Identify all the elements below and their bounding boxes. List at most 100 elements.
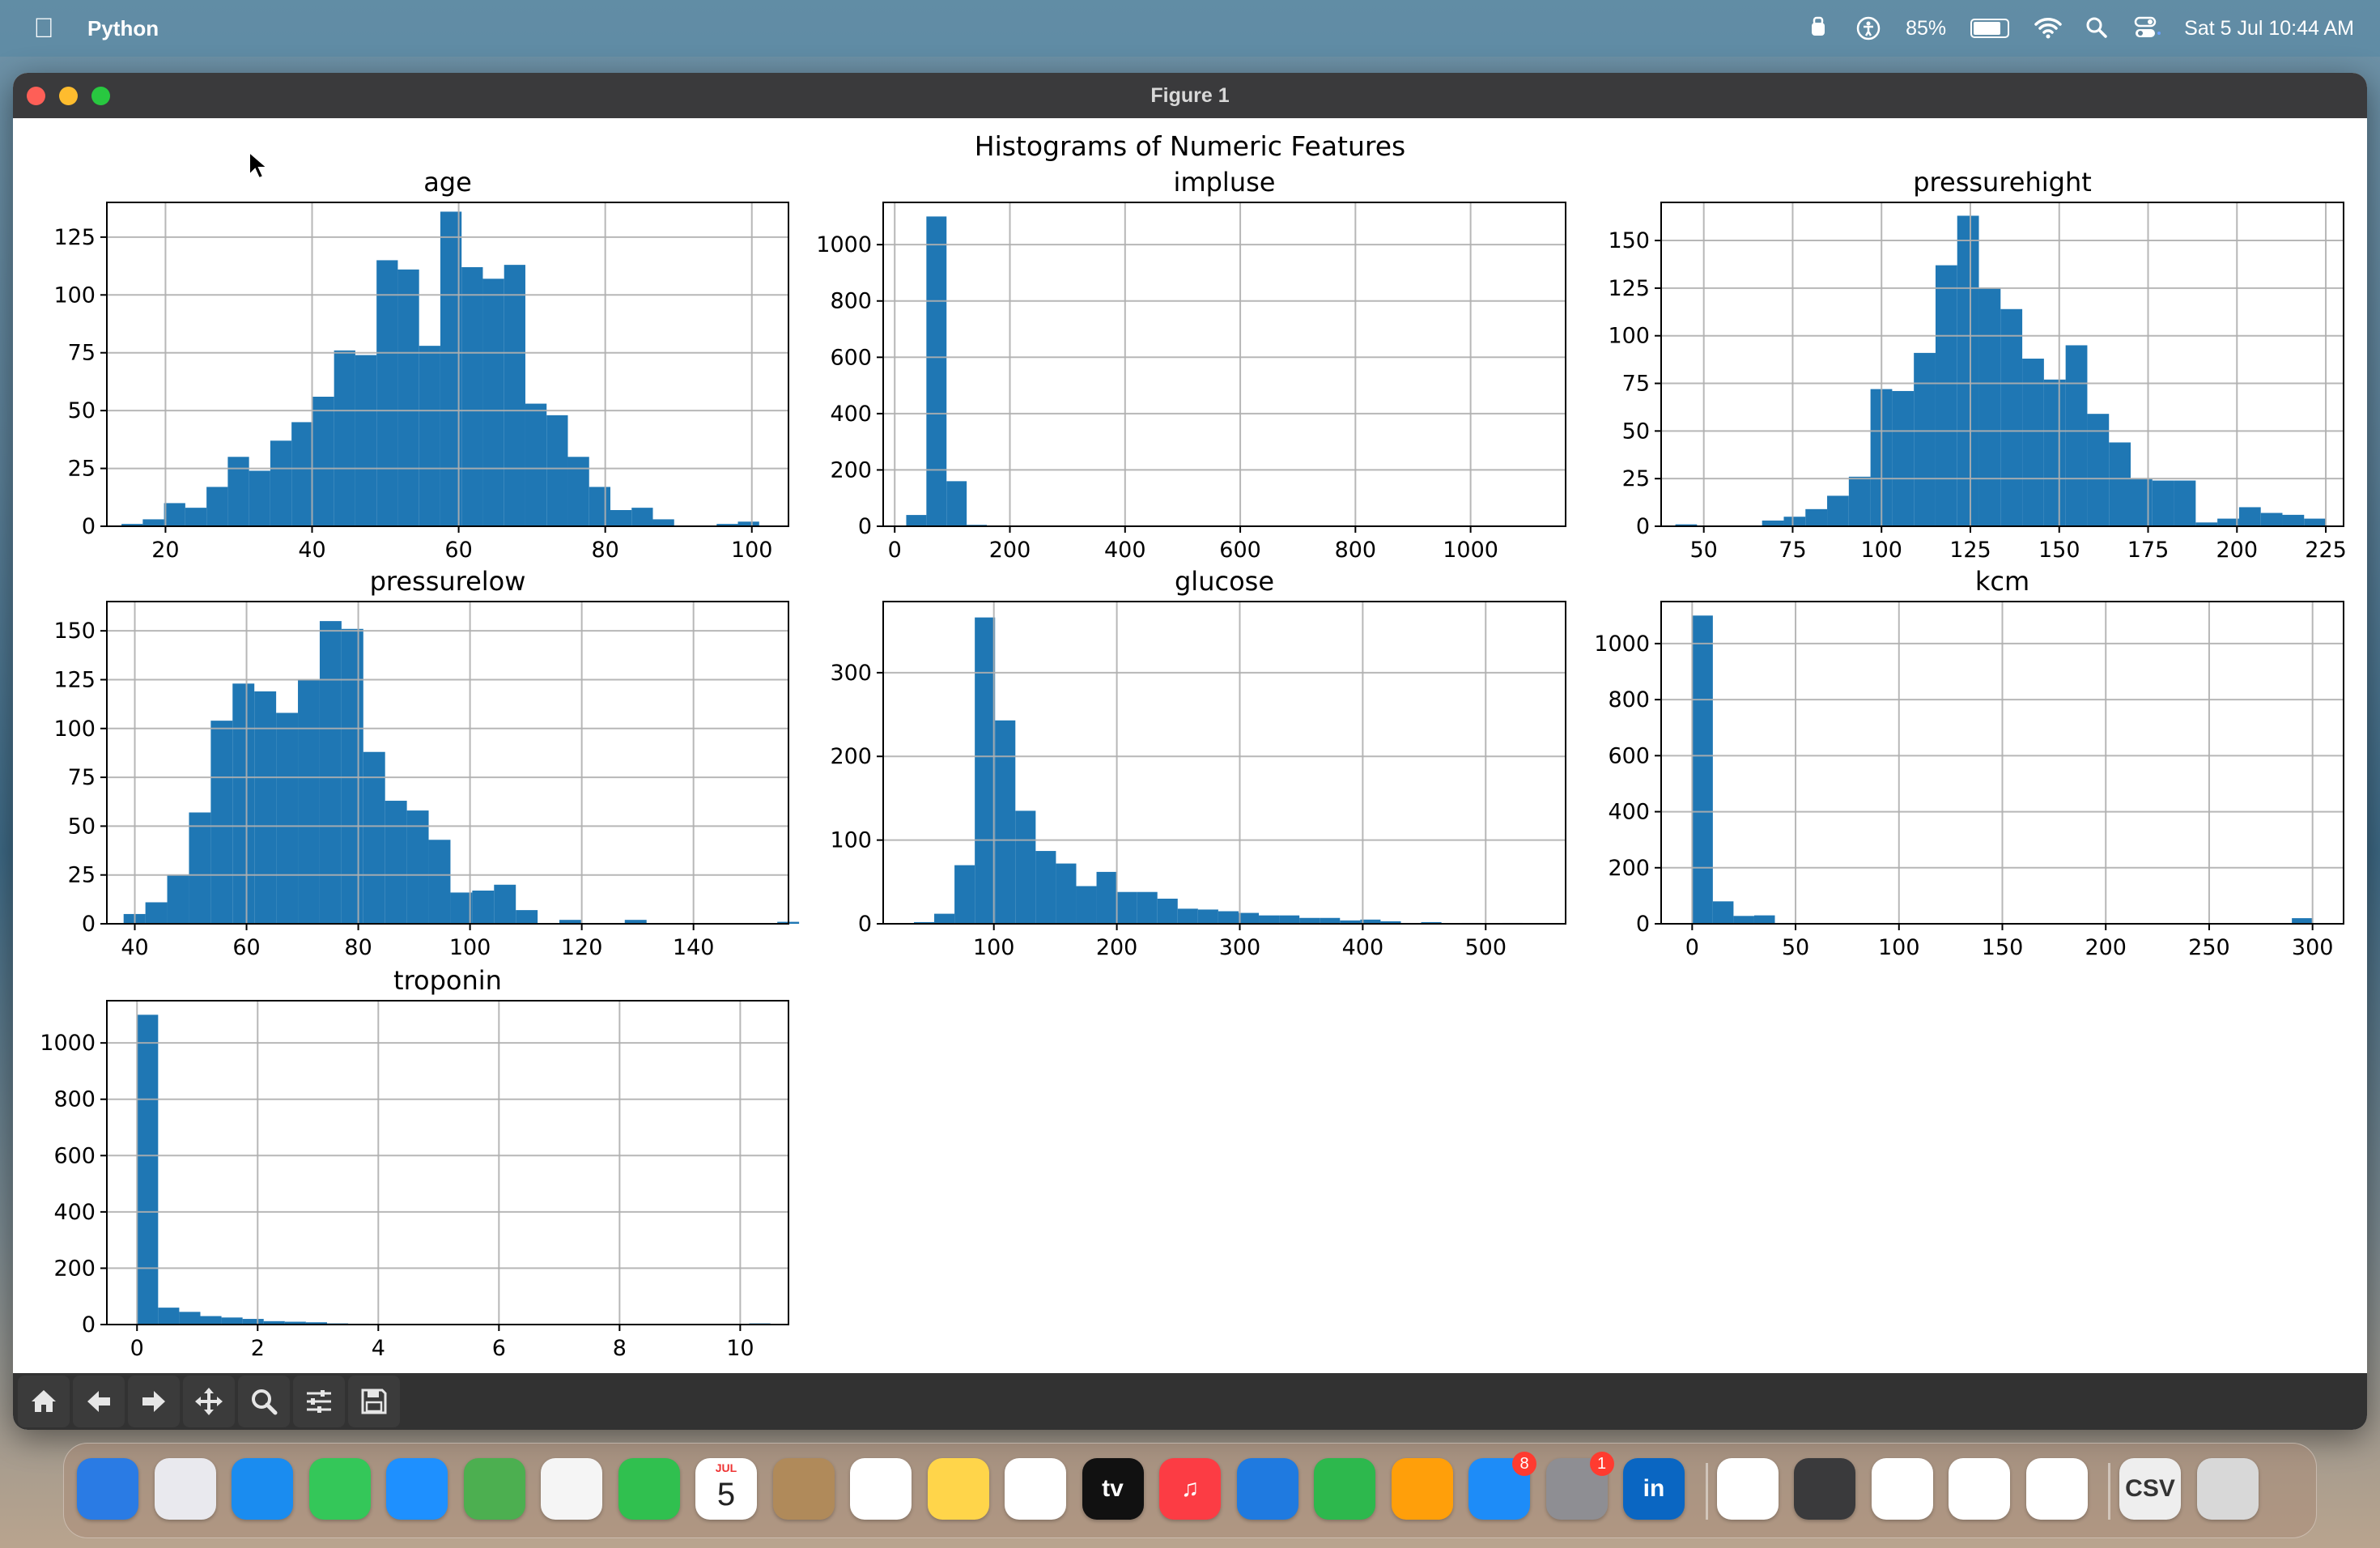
dock-maps-icon[interactable] <box>463 1458 525 1520</box>
dock-csv-file-icon[interactable]: CSV <box>2119 1458 2181 1520</box>
wifi-icon[interactable] <box>2034 15 2062 41</box>
histogram-bar <box>1892 390 1915 526</box>
dock-music-icon[interactable]: ♫ <box>1159 1458 1221 1520</box>
dock-safari-icon[interactable] <box>232 1458 293 1520</box>
zoom-button[interactable] <box>91 87 110 105</box>
histogram-bar <box>2195 522 2218 526</box>
x-tick-label: 140 <box>673 935 715 960</box>
dock-icon-label: CSV <box>2125 1475 2175 1502</box>
dock-icon-label: ♫ <box>1180 1475 1200 1502</box>
y-tick-label: 400 <box>830 402 872 427</box>
subplot-title: troponin <box>393 965 502 996</box>
zoom-rect-button[interactable] <box>238 1376 290 1427</box>
y-tick-label: 0 <box>82 1312 96 1337</box>
apple-icon[interactable]:  <box>29 13 58 45</box>
app-menu-name[interactable]: Python <box>87 15 159 40</box>
dock-system-settings-icon[interactable]: 1 <box>1545 1452 1614 1520</box>
dock-facetime-icon[interactable] <box>618 1458 680 1520</box>
control-center-icon[interactable] <box>2134 15 2161 41</box>
histogram-bar <box>1762 520 1784 526</box>
window-titlebar[interactable]: Figure 1 <box>13 73 2367 118</box>
histogram-bar <box>450 892 473 924</box>
dock-contacts-icon[interactable] <box>772 1458 835 1520</box>
menu-clock[interactable]: Sat 5 Jul 10:44 AM <box>2184 16 2354 40</box>
subplot-title: impluse <box>1174 167 1276 198</box>
histogram-bar <box>1675 524 1698 526</box>
minimize-button[interactable] <box>59 87 78 105</box>
histogram-bar <box>312 397 334 526</box>
home-button[interactable] <box>18 1376 70 1427</box>
x-tick-label: 60 <box>232 935 260 960</box>
histogram-bar <box>206 487 228 526</box>
spotlight-icon[interactable] <box>2084 15 2110 41</box>
dock-home-icon[interactable] <box>1871 1458 1933 1520</box>
dock-messages-icon[interactable] <box>308 1458 371 1520</box>
dock-apple-tv-icon[interactable]: tv <box>1082 1458 1144 1520</box>
histogram-bar <box>137 1014 159 1325</box>
dock-pages-icon[interactable] <box>1391 1458 1453 1520</box>
accessibility-icon[interactable] <box>1855 15 1881 41</box>
histogram-bar <box>1177 908 1198 924</box>
histogram-bar <box>716 524 738 526</box>
histogram-bar <box>1259 915 1280 924</box>
dock-photos-icon[interactable] <box>541 1458 602 1520</box>
histogram-bar <box>1076 886 1097 924</box>
dock-freeform-icon[interactable] <box>1005 1458 1066 1520</box>
histogram-bar <box>1753 915 1775 924</box>
histogram-bar <box>1935 265 1957 526</box>
histogram-bar <box>1421 921 1442 924</box>
histogram-bar <box>291 422 313 526</box>
dock-chrome-icon[interactable] <box>1949 1458 2010 1520</box>
dock-pinwheel-icon[interactable] <box>2025 1458 2088 1520</box>
vpn-icon[interactable] <box>1805 15 1831 41</box>
dock-calendar-icon[interactable]: JUL 5 <box>695 1458 757 1520</box>
histogram-bar <box>185 508 207 526</box>
y-tick-label: 0 <box>82 514 96 539</box>
y-tick-label: 150 <box>1608 228 1650 253</box>
dock-launchpad-icon[interactable] <box>154 1458 216 1520</box>
save-figure-button[interactable] <box>348 1376 400 1427</box>
x-tick-label: 400 <box>1342 935 1384 960</box>
back-button[interactable] <box>73 1376 125 1427</box>
pan-button[interactable] <box>183 1376 235 1427</box>
y-tick-label: 200 <box>53 1256 96 1281</box>
dock-notes-icon[interactable] <box>927 1458 989 1520</box>
dock-finder-icon[interactable] <box>77 1458 138 1520</box>
histogram-bar <box>200 1316 222 1325</box>
dock-trash-icon[interactable] <box>2196 1458 2259 1520</box>
histogram-bar <box>2238 507 2261 526</box>
dock-reminders-icon[interactable] <box>850 1458 912 1520</box>
histogram-bar <box>906 515 927 526</box>
subplot-age: 20 40 60 80 100 0 25 50 75 100 125 age <box>53 167 789 563</box>
matplotlib-toolbar <box>13 1373 2367 1430</box>
histogram-bar <box>567 457 589 526</box>
dock-linkedin-icon[interactable]: in <box>1623 1458 1685 1520</box>
subplot-troponin: 0 2 4 6 8 10 0 200 400 600 800 1000 troponin <box>40 965 789 1361</box>
axes-frame <box>882 601 1566 925</box>
forward-button[interactable] <box>128 1376 180 1427</box>
dock-keynote-icon[interactable] <box>1236 1458 1298 1520</box>
x-tick-label: 50 <box>1690 538 1718 563</box>
battery-icon[interactable] <box>1970 19 2010 38</box>
y-tick-label: 200 <box>830 744 872 769</box>
figure-canvas[interactable]: Histograms of Numeric Features 20 40 60 80 1… <box>13 118 2367 1373</box>
y-tick-label: 75 <box>1622 372 1650 397</box>
dock-icon-label: tv <box>1102 1475 1124 1502</box>
battery-percent: 85% <box>1906 16 1947 40</box>
histogram-bar <box>516 910 538 924</box>
close-button[interactable] <box>27 87 45 105</box>
dock-quicktime-icon[interactable] <box>1794 1458 1855 1520</box>
dock-numbers-icon[interactable] <box>1314 1458 1375 1520</box>
y-tick-label: 75 <box>68 765 96 790</box>
calendar-day: 5 <box>716 1476 736 1512</box>
dock-mail-icon[interactable] <box>386 1458 448 1520</box>
dock-app-store-icon[interactable]: 8 <box>1468 1452 1536 1520</box>
x-tick-label: 800 <box>1335 538 1377 563</box>
y-tick-label: 75 <box>68 341 96 366</box>
histogram-bar <box>406 810 429 924</box>
histogram-bar <box>1116 891 1137 924</box>
configure-subplots-button[interactable] <box>293 1376 345 1427</box>
histogram-bar <box>737 521 759 526</box>
dock-vscode-icon[interactable] <box>1716 1458 1779 1520</box>
y-tick-label: 0 <box>1636 514 1650 539</box>
